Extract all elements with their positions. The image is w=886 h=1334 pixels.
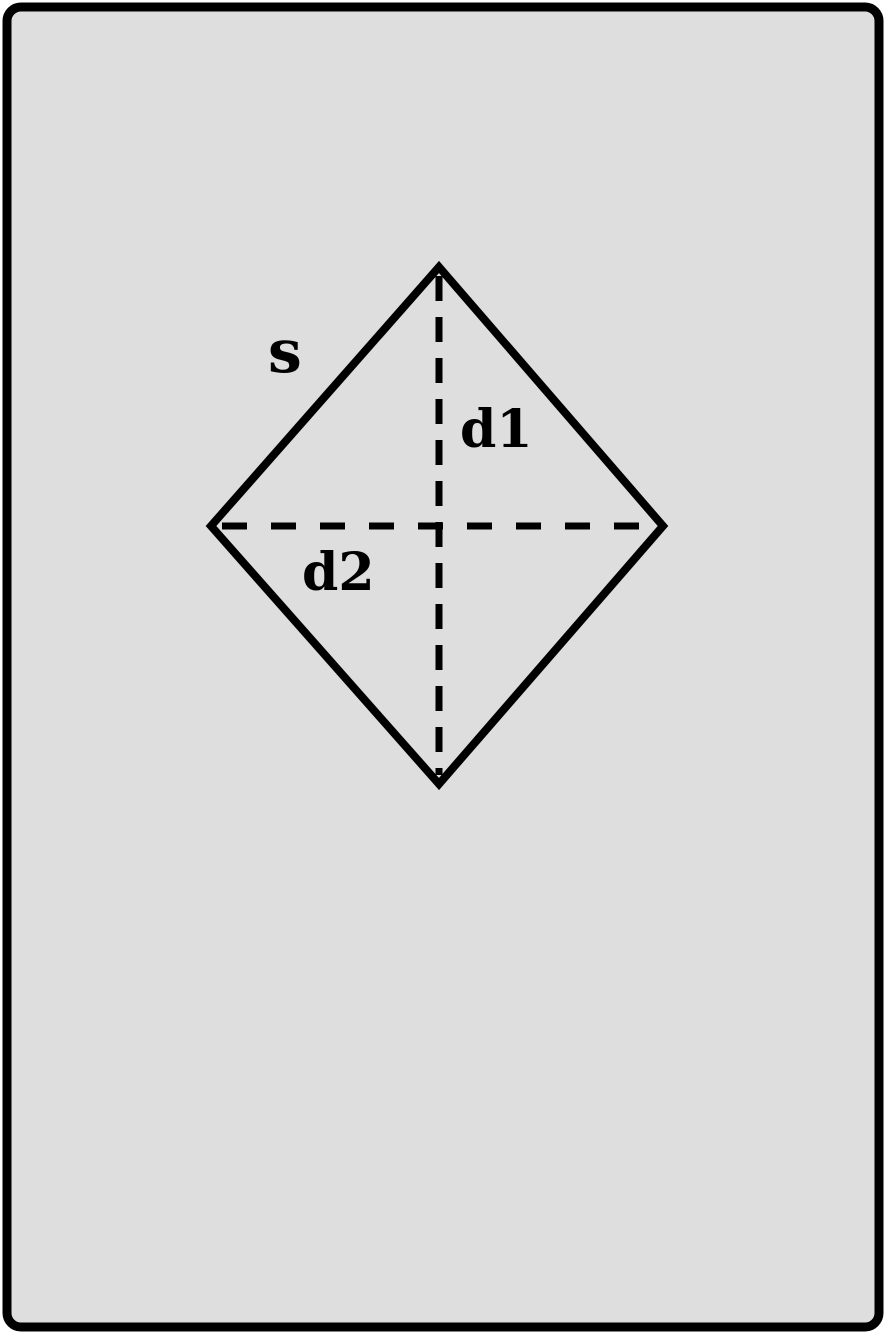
rhombus-outline <box>205 260 669 791</box>
diagonal-d1-label: d1 <box>460 399 533 460</box>
side-label: s <box>268 317 302 387</box>
diagonal-d2-label: d2 <box>302 542 375 603</box>
